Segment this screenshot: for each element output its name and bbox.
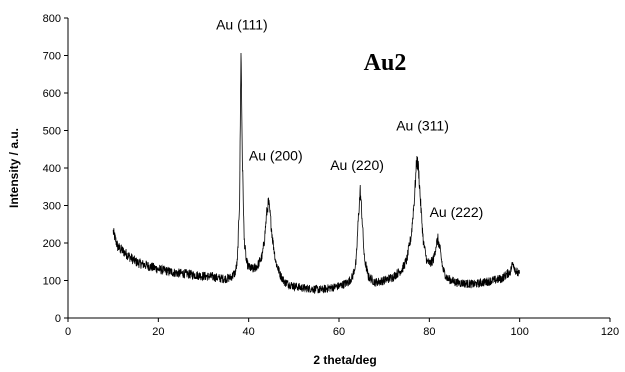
peak-label: Au (200)	[249, 148, 303, 164]
y-tick-label: 0	[55, 313, 61, 325]
x-tick-label: 20	[152, 326, 164, 338]
y-tick-label: 700	[43, 51, 61, 63]
x-tick-label: 120	[601, 326, 619, 338]
peak-label: Au (311)	[396, 118, 449, 134]
peak-annotations: Au (111) Au (200) Au (220) Au (311) Au (222)	[216, 16, 483, 220]
peak-label: Au (111)	[216, 16, 268, 32]
x-tick-label: 80	[423, 326, 435, 338]
y-axis-title: Intensity / a.u.	[7, 128, 21, 208]
y-tick-label: 100	[43, 276, 61, 288]
y-tick-label: 200	[43, 238, 61, 250]
peak-label: Au (222)	[430, 204, 484, 220]
x-tick-label: 0	[65, 326, 71, 338]
x-tick-label: 60	[333, 326, 345, 338]
y-tick-label: 400	[43, 163, 61, 175]
x-axis-title: 2 theta/deg	[313, 353, 376, 367]
x-tick-label: 100	[510, 326, 528, 338]
y-tick-label: 500	[43, 126, 61, 138]
y-tick-label: 600	[43, 88, 61, 100]
plot-area	[112, 53, 521, 295]
x-tick-label: 40	[243, 326, 255, 338]
peak-label: Au (220)	[330, 157, 384, 173]
y-tick-label: 300	[43, 201, 61, 213]
axes: 0 100 200 300 400 500 600 700 800 0 20 40 60 80 100 120	[43, 13, 620, 338]
y-tick-label: 800	[43, 13, 61, 25]
series-line-0	[112, 53, 521, 295]
chart-title: Au2	[364, 50, 407, 76]
